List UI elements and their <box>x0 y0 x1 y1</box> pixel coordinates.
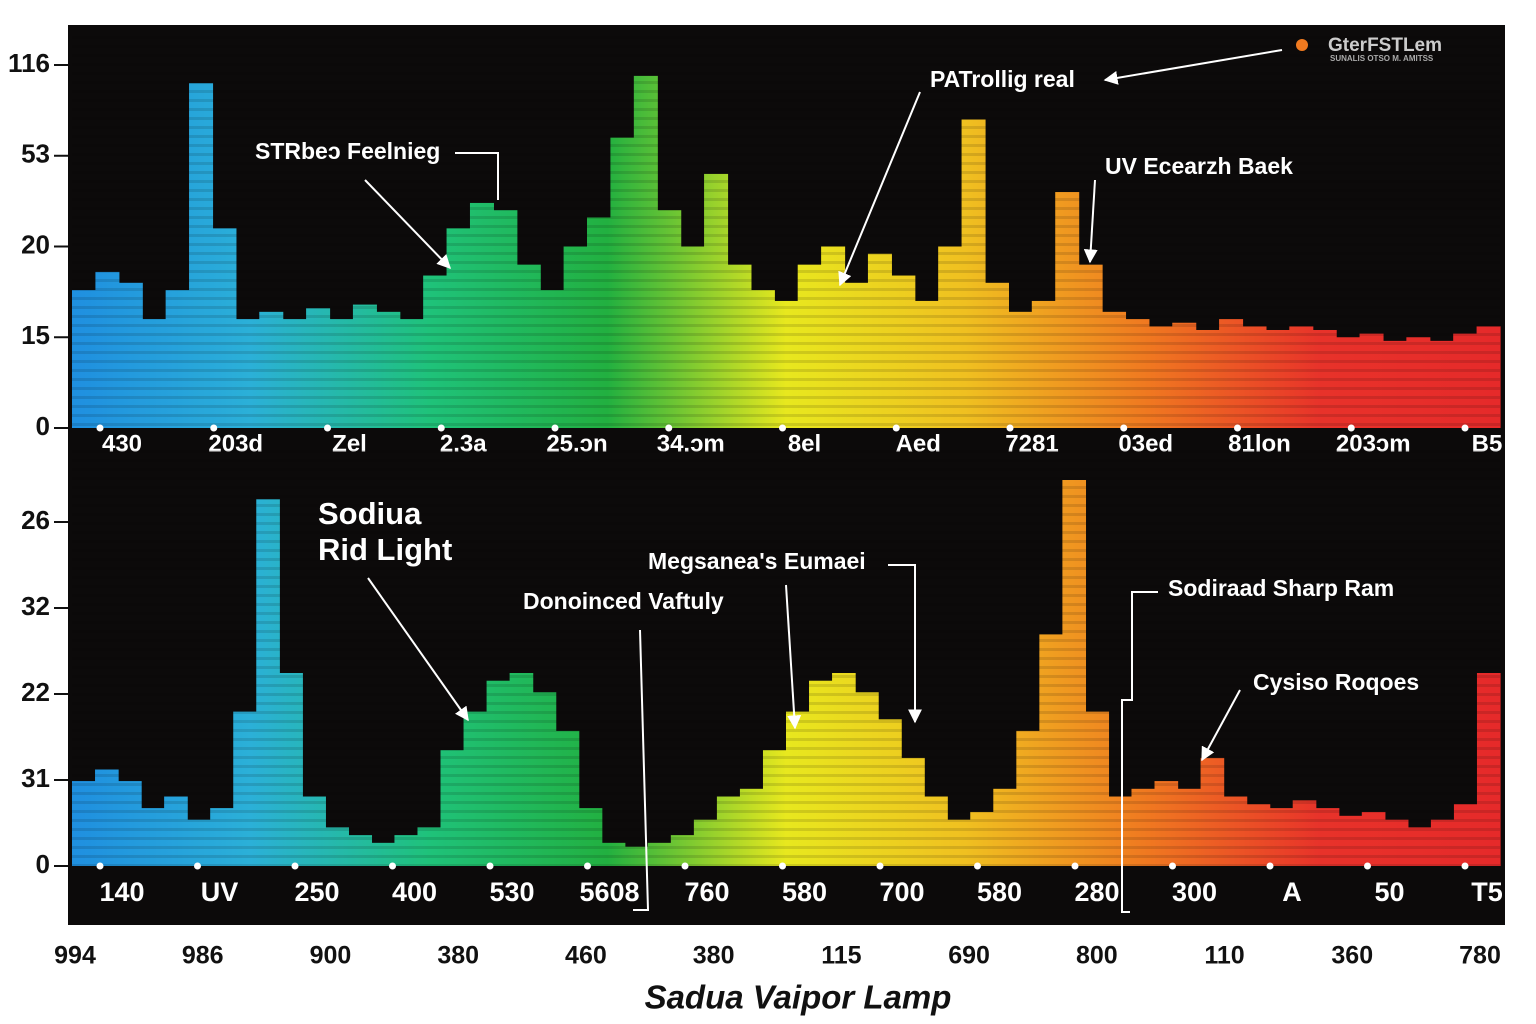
x-tick-label: 460 <box>565 942 607 970</box>
baseline-dot <box>437 424 445 432</box>
x-tick-label: 700 <box>879 877 924 907</box>
baseline-dot <box>1120 424 1128 432</box>
x-tick-label: 300 <box>1172 877 1217 907</box>
x-tick-label: 115 <box>821 942 861 970</box>
baseline-dot <box>665 424 673 432</box>
scanlines <box>72 450 1500 866</box>
x-tick-label: T5 <box>1471 877 1503 907</box>
baseline-dot <box>1461 862 1469 870</box>
logo: GterFSTLem <box>1328 35 1442 56</box>
baseline-dot <box>1347 424 1355 432</box>
x-tick-label: 280 <box>1074 877 1119 907</box>
arrow <box>364 179 451 270</box>
annotation: STRbeɔ Feelnieg <box>255 138 440 164</box>
baseline-dot <box>1071 862 1079 870</box>
baseline-dot <box>389 862 396 870</box>
y-tick-label: 31 <box>21 763 50 793</box>
y-tick-label: 26 <box>21 505 50 535</box>
y-tick-label: 32 <box>21 591 50 621</box>
baseline-dot <box>1169 862 1176 870</box>
arrow <box>455 152 499 200</box>
x-tick-label: UV <box>201 877 239 907</box>
baseline-dot <box>194 862 201 870</box>
annotation: Megsanea's Eumaei <box>648 548 866 574</box>
annotation: Donoinced Vaftuly <box>523 588 724 614</box>
x-tick-label: 400 <box>392 877 437 907</box>
arrow <box>838 91 921 287</box>
arrow <box>1201 689 1241 762</box>
baseline-dot <box>974 862 981 870</box>
y-tick-label: 0 <box>36 849 50 879</box>
baseline-dot <box>486 862 494 870</box>
baseline-dot <box>584 862 591 870</box>
x-tick-label: 760 <box>684 877 729 907</box>
y-tick-label: 116 <box>8 48 50 78</box>
annotation: UV Ecearzh Baek <box>1105 153 1293 179</box>
baseline-dot <box>210 424 218 432</box>
x-tick-label: 690 <box>948 942 990 970</box>
y-tick-label: 53 <box>21 139 50 169</box>
baseline-dot <box>1266 862 1274 870</box>
x-tick-label: 900 <box>310 942 352 970</box>
baseline-dot <box>1461 424 1469 432</box>
annotation: Cysiso Roqoes <box>1253 669 1419 695</box>
scanlines <box>72 35 1500 428</box>
baseline-dot <box>1234 424 1241 432</box>
arrow <box>888 564 922 724</box>
baseline-dot <box>96 862 104 870</box>
y-tick-label: 22 <box>21 677 50 707</box>
x-tick-label: 110 <box>1204 942 1244 970</box>
baseline-dot <box>1364 862 1371 870</box>
arrow <box>1083 179 1098 264</box>
x-tick-label: 380 <box>437 942 479 970</box>
arrow <box>785 584 802 730</box>
x-tick-label: 5608 <box>579 877 639 907</box>
x-tick-label: A <box>1282 877 1302 907</box>
x-tick-label: 986 <box>182 942 224 970</box>
baseline-dot <box>779 424 786 432</box>
baseline-dot <box>1006 424 1014 432</box>
annotation: Sodiua <box>318 496 422 531</box>
arrow <box>367 577 469 722</box>
x-tick-label: 50 <box>1374 877 1404 907</box>
y-tick-label: 0 <box>36 411 50 441</box>
baseline-dot <box>324 424 331 432</box>
x-tick-label: 250 <box>294 877 339 907</box>
baseline-dot <box>551 424 559 432</box>
annotation: PATrollig real <box>930 66 1075 92</box>
annotation: Rid Light <box>318 532 452 567</box>
x-tick-label: 800 <box>1076 942 1118 970</box>
arrow <box>633 629 650 911</box>
arrow <box>1121 591 1158 913</box>
y-tick-label: 20 <box>21 229 50 259</box>
logo-icon <box>1296 39 1308 51</box>
y-tick-label: 15 <box>21 320 50 350</box>
baseline-dot <box>779 862 786 870</box>
baseline-dot <box>681 862 689 870</box>
x-tick-label: 780 <box>1459 942 1501 970</box>
x-tick-label: 360 <box>1331 942 1373 970</box>
arrow <box>1103 49 1283 85</box>
x-tick-label: 580 <box>782 877 827 907</box>
baseline-dot <box>892 424 900 432</box>
annotation: Sodiraad Sharp Ram <box>1168 575 1394 601</box>
baseline-dot <box>876 862 884 870</box>
logo-subtitle: SUNALIS OTSO M. AMITSS <box>1330 54 1434 63</box>
baseline-dot <box>96 424 104 432</box>
baseline-dot <box>291 862 299 870</box>
x-tick-label: 380 <box>693 942 735 970</box>
x-tick-label: 530 <box>489 877 534 907</box>
x-tick-label: 580 <box>977 877 1022 907</box>
x-tick-label: 994 <box>54 942 96 970</box>
x-tick-label: 140 <box>99 877 144 907</box>
chart-title: Sadua Vaipor Lamp <box>645 979 952 1016</box>
